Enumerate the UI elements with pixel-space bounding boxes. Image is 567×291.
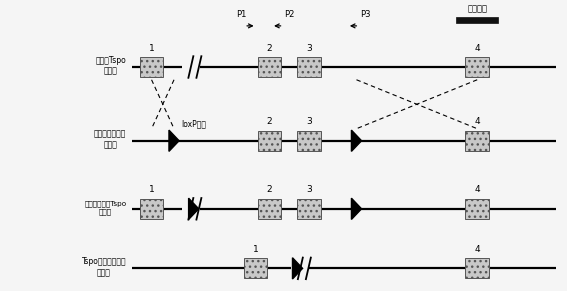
Text: 1: 1 — [149, 44, 154, 53]
Polygon shape — [293, 258, 303, 279]
FancyBboxPatch shape — [297, 57, 320, 77]
Text: ターゲティング
構築物: ターゲティング 構築物 — [94, 129, 126, 149]
FancyBboxPatch shape — [466, 199, 489, 219]
FancyBboxPatch shape — [140, 57, 163, 77]
Text: P1: P1 — [236, 10, 247, 19]
FancyBboxPatch shape — [257, 131, 281, 151]
FancyBboxPatch shape — [466, 131, 489, 151]
Text: 2: 2 — [266, 44, 272, 53]
FancyBboxPatch shape — [244, 258, 267, 278]
Polygon shape — [352, 198, 362, 219]
FancyBboxPatch shape — [257, 199, 281, 219]
Text: 3: 3 — [306, 117, 312, 126]
Text: 野生型Tspo
アレル: 野生型Tspo アレル — [96, 56, 126, 76]
Text: 標的化されたTspo
アレル: 標的化されたTspo アレル — [84, 200, 126, 215]
Text: 3: 3 — [306, 44, 312, 53]
FancyBboxPatch shape — [140, 199, 163, 219]
Text: 2: 2 — [266, 185, 272, 194]
FancyBboxPatch shape — [297, 199, 320, 219]
FancyBboxPatch shape — [297, 131, 320, 151]
FancyBboxPatch shape — [257, 57, 281, 77]
Text: 4: 4 — [475, 44, 480, 53]
Text: P3: P3 — [359, 10, 370, 19]
Text: 1: 1 — [149, 185, 154, 194]
Text: ブローブ: ブローブ — [467, 5, 487, 14]
Text: 1: 1 — [252, 245, 259, 254]
Text: 4: 4 — [475, 117, 480, 126]
Text: 4: 4 — [475, 185, 480, 194]
FancyBboxPatch shape — [466, 258, 489, 278]
FancyBboxPatch shape — [466, 57, 489, 77]
Polygon shape — [189, 198, 198, 219]
Polygon shape — [352, 130, 362, 151]
Text: P2: P2 — [284, 10, 294, 19]
Polygon shape — [169, 130, 179, 151]
Text: 2: 2 — [266, 117, 272, 126]
Text: 4: 4 — [475, 245, 480, 254]
Text: Tspoノックアウト
アレル: Tspoノックアウト アレル — [82, 257, 126, 277]
FancyBboxPatch shape — [456, 17, 498, 23]
Text: 3: 3 — [306, 185, 312, 194]
Text: loxP部位: loxP部位 — [181, 119, 206, 128]
